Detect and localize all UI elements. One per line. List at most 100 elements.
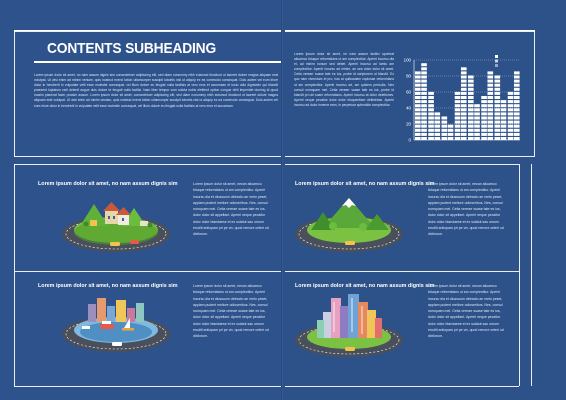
left-lower-rule — [14, 271, 282, 272]
page-heading: CONTENTS SUBHEADING — [47, 40, 217, 57]
chart-bar-segment — [428, 124, 434, 128]
chart-bar-segment — [500, 112, 507, 116]
chart-bar-segment — [487, 79, 494, 83]
left-top-bar — [14, 30, 282, 32]
chart-bar-segment — [421, 83, 427, 87]
card-body: Lorem ipsum dolor sit amet, necan aliuam… — [193, 182, 269, 237]
chart-bar-segment — [454, 124, 461, 128]
chart-bar-segment — [468, 137, 474, 140]
chart-bar-segment — [428, 132, 434, 136]
chart-bar-segment — [421, 128, 427, 132]
chart-bar-segment — [513, 83, 520, 87]
chart-bar-segment — [460, 112, 467, 116]
chart-bar-segment — [415, 96, 421, 99]
chart-bar-segment — [494, 120, 501, 124]
chart-bar-segment — [415, 83, 421, 87]
chart-bar-segment — [468, 91, 474, 95]
chart-bar-segment — [421, 91, 427, 95]
card-title: Lorem ipsum dolor sit amet, no nam assum… — [38, 181, 178, 187]
chart-bar-segment — [487, 71, 494, 75]
card-body: Lorem ipsum dolor sit amet, necan aliuam… — [193, 284, 269, 339]
chart-bar-segment — [468, 128, 474, 132]
chart-bar-segment — [441, 137, 448, 140]
chart-bar-segment — [468, 75, 474, 79]
chart-bar-segment — [513, 96, 520, 99]
chart-bar-segment — [468, 132, 474, 136]
chart-bar-segment — [460, 83, 467, 87]
chart-bar-segment — [421, 112, 427, 116]
chart-bar-segment — [481, 112, 487, 116]
chart-bar-segment — [500, 132, 507, 136]
chart-bar-segment — [474, 120, 480, 124]
chart-bar-segment — [434, 120, 441, 124]
chart-bars — [415, 63, 520, 140]
chart-bar-segment — [460, 137, 467, 140]
chart-bar-segment — [513, 128, 520, 132]
chart-bar-segment — [468, 83, 474, 87]
chart-bar-segment — [507, 91, 514, 95]
chart-bar-segment — [513, 71, 520, 75]
chart-bar-segment — [415, 116, 421, 120]
chart-bar-segment — [468, 87, 474, 91]
bar-chart: 100 80 60 40 20 0 — [404, 55, 520, 143]
left-side-rule — [14, 164, 15, 386]
mountain-island-illustration — [295, 198, 403, 252]
chart-bar-segment — [441, 116, 448, 120]
chart-bar-segment — [494, 75, 501, 79]
chart-bar-segment — [434, 137, 441, 140]
chart-bar-segment — [428, 96, 434, 99]
chart-bar-segment — [474, 108, 480, 112]
chart-bar-segment — [454, 104, 461, 108]
chart-bar-segment — [494, 104, 501, 108]
chart-bar-segment — [513, 116, 520, 120]
chart-bar-segment — [507, 132, 514, 136]
chart-y-tick-label: 80 — [406, 74, 411, 79]
chart-bar-segment — [487, 91, 494, 95]
chart-bar-segment — [441, 128, 448, 132]
chart-bar-segment — [447, 137, 454, 140]
chart-y-tick-label: 100 — [404, 58, 412, 63]
chart-bar-segment — [494, 112, 501, 116]
chart-bar-segment — [513, 104, 520, 108]
chart-bar-segment — [507, 108, 514, 112]
chart-legend-swatch — [495, 64, 498, 67]
chart-bar-segment — [487, 83, 494, 87]
chart-y-tick-label: 40 — [406, 106, 411, 111]
right-bottom-rule — [285, 386, 519, 387]
chart-bar-segment — [500, 108, 507, 112]
right-outer-rule — [531, 164, 532, 386]
chart-bar-segment — [421, 108, 427, 112]
chart-y-tick-label: 20 — [406, 122, 411, 127]
chart-bar-segment — [507, 100, 514, 104]
right-page: Lorem ipsum dolor sit amet, no nam assum… — [283, 0, 566, 400]
right-mid-rule — [285, 164, 519, 165]
chart-bar-segment — [415, 124, 421, 128]
chart-bar-segment — [507, 112, 514, 116]
chart-bar-segment — [428, 116, 434, 120]
chart-bar-segment — [513, 87, 520, 91]
chart-bar-segment — [428, 137, 434, 140]
chart-bar-segment — [481, 100, 487, 104]
chart-bar-segment — [454, 132, 461, 136]
right-top-bar — [285, 30, 535, 32]
chart-bar-segment — [481, 96, 487, 99]
chart-bar-segment — [460, 132, 467, 136]
chart-bar-segment — [460, 108, 467, 112]
chart-bar-segment — [415, 79, 421, 83]
chart-bar-segment — [454, 120, 461, 124]
chart-bar-segment — [500, 100, 507, 104]
chart-bar-segment — [460, 124, 467, 128]
chart-bar-segment — [500, 104, 507, 108]
chart-bar-segment — [507, 137, 514, 140]
chart-bar-segment — [481, 124, 487, 128]
chart-bar-segment — [494, 87, 501, 91]
chart-bar-segment — [494, 108, 501, 112]
chart-bar-segment — [468, 116, 474, 120]
chart-bar-segment — [460, 96, 467, 99]
chart-grid — [413, 59, 520, 141]
chart-bar-segment — [454, 128, 461, 132]
intro-paragraph: Lorem ipsum dolor sit amet, no nam assum… — [34, 73, 278, 108]
chart-bar-segment — [421, 100, 427, 104]
chart-bar-segment — [507, 128, 514, 132]
right-intro-paragraph: Lorem ipsum dolor sit amet, ne nam assum… — [294, 52, 394, 107]
